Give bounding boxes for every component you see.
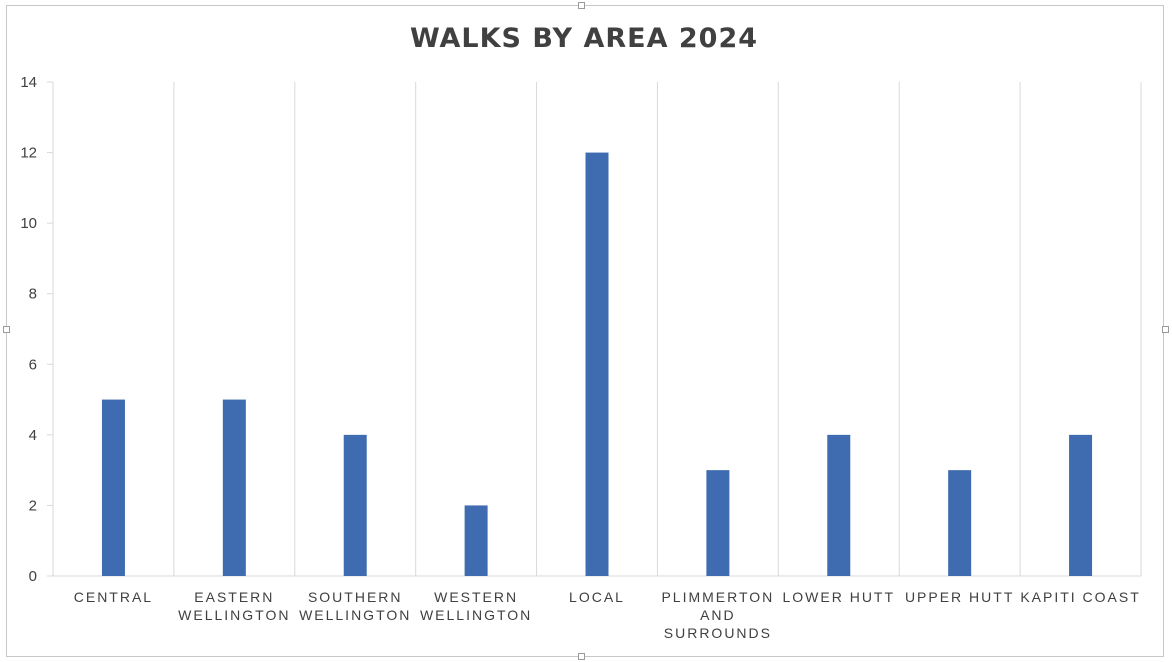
y-tick-label: 6	[29, 356, 37, 373]
resize-handle-top[interactable]	[578, 2, 585, 9]
x-tick-label: WESTERN WELLINGTON	[420, 589, 532, 623]
y-axis-ticks: 0 2 4 6 8 10 12 14	[20, 74, 37, 585]
resize-handle-right[interactable]	[1162, 326, 1169, 333]
bar[interactable]	[585, 152, 609, 577]
y-tick-label: 10	[20, 215, 37, 232]
x-tick-label: PLIMMERTON AND SURROUNDS	[661, 589, 774, 641]
y-tick-label: 0	[29, 568, 37, 585]
y-tick-label: 8	[29, 286, 37, 303]
chart-title: WALKS BY AREA 2024	[410, 23, 758, 54]
x-tick-label: CENTRAL	[74, 589, 153, 605]
bar[interactable]	[343, 434, 367, 576]
x-tick-label: LOCAL	[569, 589, 625, 605]
bar[interactable]	[948, 470, 972, 576]
x-tick-label: KAPITI COAST	[1020, 589, 1140, 605]
bars	[101, 152, 1093, 577]
y-tick-label: 2	[29, 497, 37, 514]
y-tick-label: 12	[20, 145, 37, 162]
x-tick-label: EASTERN WELLINGTON	[178, 589, 290, 623]
x-tick-label: LOWER HUTT	[782, 589, 895, 605]
bar[interactable]	[464, 505, 488, 576]
y-tick-label: 4	[29, 427, 37, 444]
x-axis-ticks: CENTRAL EASTERN WELLINGTON SOUTHERN WELLINGT…	[74, 589, 1140, 641]
x-tick-label: UPPER HUTT	[905, 589, 1014, 605]
bar[interactable]	[101, 399, 125, 576]
resize-handle-bottom[interactable]	[578, 653, 585, 660]
bar[interactable]	[1069, 434, 1093, 576]
bar[interactable]	[222, 399, 246, 576]
bar[interactable]	[827, 434, 851, 576]
x-tick-label: SOUTHERN WELLINGTON	[299, 589, 411, 623]
bar[interactable]	[706, 470, 730, 576]
resize-handle-left[interactable]	[3, 326, 10, 333]
y-tick-label: 14	[20, 74, 37, 91]
